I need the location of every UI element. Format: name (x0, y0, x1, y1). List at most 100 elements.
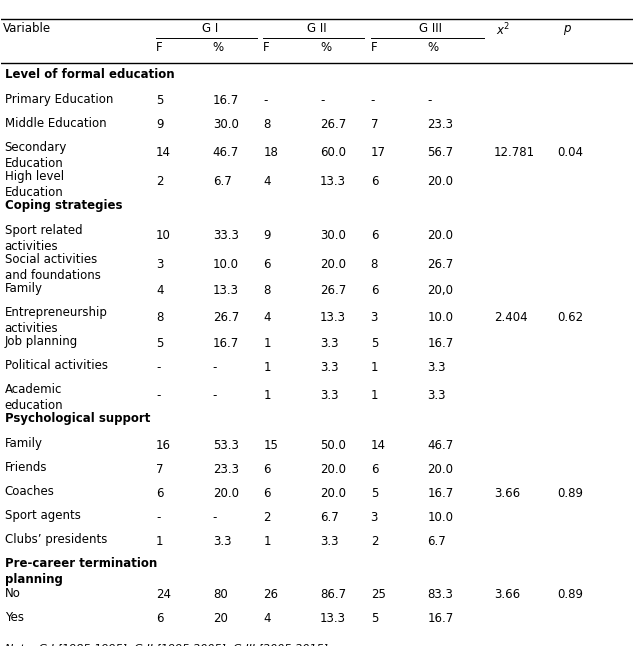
Text: F: F (156, 41, 163, 54)
Text: -: - (156, 360, 160, 374)
Text: 26.7: 26.7 (427, 258, 454, 271)
Text: 1: 1 (263, 360, 271, 374)
Text: Family: Family (4, 282, 42, 295)
Text: 4: 4 (263, 175, 271, 188)
Text: 83.3: 83.3 (427, 588, 453, 601)
Text: 6: 6 (263, 463, 271, 476)
Text: 6.7: 6.7 (320, 511, 339, 524)
Text: 56.7: 56.7 (427, 146, 453, 159)
Text: 20.0: 20.0 (320, 463, 346, 476)
Text: %: % (213, 41, 224, 54)
Text: 20.0: 20.0 (427, 175, 453, 188)
Text: 80: 80 (213, 588, 228, 601)
Text: 20.0: 20.0 (213, 487, 239, 500)
Text: 5: 5 (371, 612, 378, 625)
Text: 0.62: 0.62 (557, 311, 583, 324)
Text: Social activities
and foundations: Social activities and foundations (4, 253, 100, 282)
Text: -: - (213, 388, 217, 402)
Text: 10.0: 10.0 (213, 258, 239, 271)
Text: 46.7: 46.7 (427, 439, 454, 452)
Text: 6: 6 (371, 229, 378, 242)
Text: 20.0: 20.0 (320, 487, 346, 500)
Text: 9: 9 (156, 118, 164, 131)
Text: Note: G I [1985;1995]; G II [1995;2005]; G III [2005;2015].: Note: G I [1985;1995]; G II [1995;2005];… (4, 643, 331, 646)
Text: 10.0: 10.0 (427, 511, 453, 524)
Text: High level
Education: High level Education (4, 170, 63, 199)
Text: 16: 16 (156, 439, 171, 452)
Text: 53.3: 53.3 (213, 439, 239, 452)
Text: No: No (4, 587, 20, 599)
Text: Academic
education: Academic education (4, 383, 63, 412)
Text: 24: 24 (156, 588, 171, 601)
Text: 1: 1 (371, 388, 378, 402)
Text: 14: 14 (156, 146, 171, 159)
Text: 10: 10 (156, 229, 171, 242)
Text: %: % (427, 41, 439, 54)
Text: 2: 2 (371, 535, 378, 548)
Text: 1: 1 (371, 360, 378, 374)
Text: -: - (263, 94, 268, 107)
Text: 60.0: 60.0 (320, 146, 346, 159)
Text: 4: 4 (263, 612, 271, 625)
Text: Level of formal education: Level of formal education (4, 68, 174, 81)
Text: F: F (371, 41, 377, 54)
Text: 20.0: 20.0 (320, 258, 346, 271)
Text: 2: 2 (156, 175, 164, 188)
Text: 3.3: 3.3 (213, 535, 231, 548)
Text: 86.7: 86.7 (320, 588, 346, 601)
Text: 1: 1 (263, 337, 271, 349)
Text: 15: 15 (263, 439, 278, 452)
Text: Friends: Friends (4, 461, 47, 474)
Text: 16.7: 16.7 (213, 94, 239, 107)
Text: 6: 6 (156, 612, 164, 625)
Text: 8: 8 (371, 258, 378, 271)
Text: Political activities: Political activities (4, 359, 108, 372)
Text: 3.3: 3.3 (320, 337, 339, 349)
Text: 33.3: 33.3 (213, 229, 239, 242)
Text: 3: 3 (156, 258, 164, 271)
Text: 5: 5 (371, 487, 378, 500)
Text: 3.3: 3.3 (320, 535, 339, 548)
Text: $x^2$: $x^2$ (496, 22, 510, 38)
Text: 3: 3 (371, 511, 378, 524)
Text: 7: 7 (371, 118, 378, 131)
Text: F: F (263, 41, 270, 54)
Text: 30.0: 30.0 (213, 118, 239, 131)
Text: 16.7: 16.7 (427, 487, 454, 500)
Text: 8: 8 (156, 311, 164, 324)
Text: Pre-career termination
planning: Pre-career termination planning (4, 557, 157, 587)
Text: 16.7: 16.7 (427, 337, 454, 349)
Text: 13.3: 13.3 (320, 175, 346, 188)
Text: Coaches: Coaches (4, 485, 55, 499)
Text: 16.7: 16.7 (213, 337, 239, 349)
Text: Coping strategies: Coping strategies (4, 199, 122, 212)
Text: G I: G I (202, 22, 218, 35)
Text: -: - (320, 94, 325, 107)
Text: 10.0: 10.0 (427, 311, 453, 324)
Text: Entrepreneurship
activities: Entrepreneurship activities (4, 306, 107, 335)
Text: 4: 4 (263, 311, 271, 324)
Text: 6: 6 (371, 463, 378, 476)
Text: Yes: Yes (4, 610, 23, 623)
Text: -: - (371, 94, 375, 107)
Text: %: % (320, 41, 332, 54)
Text: 17: 17 (371, 146, 385, 159)
Text: 6: 6 (263, 258, 271, 271)
Text: 3.3: 3.3 (427, 388, 446, 402)
Text: Middle Education: Middle Education (4, 117, 106, 130)
Text: Primary Education: Primary Education (4, 93, 113, 106)
Text: 3.3: 3.3 (320, 360, 339, 374)
Text: 1: 1 (156, 535, 164, 548)
Text: 8: 8 (263, 118, 271, 131)
Text: 1: 1 (263, 535, 271, 548)
Text: 3.66: 3.66 (494, 487, 520, 500)
Text: 3: 3 (371, 311, 378, 324)
Text: p: p (562, 22, 570, 35)
Text: 13.3: 13.3 (213, 284, 239, 297)
Text: 18: 18 (263, 146, 278, 159)
Text: 50.0: 50.0 (320, 439, 346, 452)
Text: 6: 6 (156, 487, 164, 500)
Text: 9: 9 (263, 229, 271, 242)
Text: G III: G III (419, 22, 442, 35)
Text: 0.04: 0.04 (557, 146, 583, 159)
